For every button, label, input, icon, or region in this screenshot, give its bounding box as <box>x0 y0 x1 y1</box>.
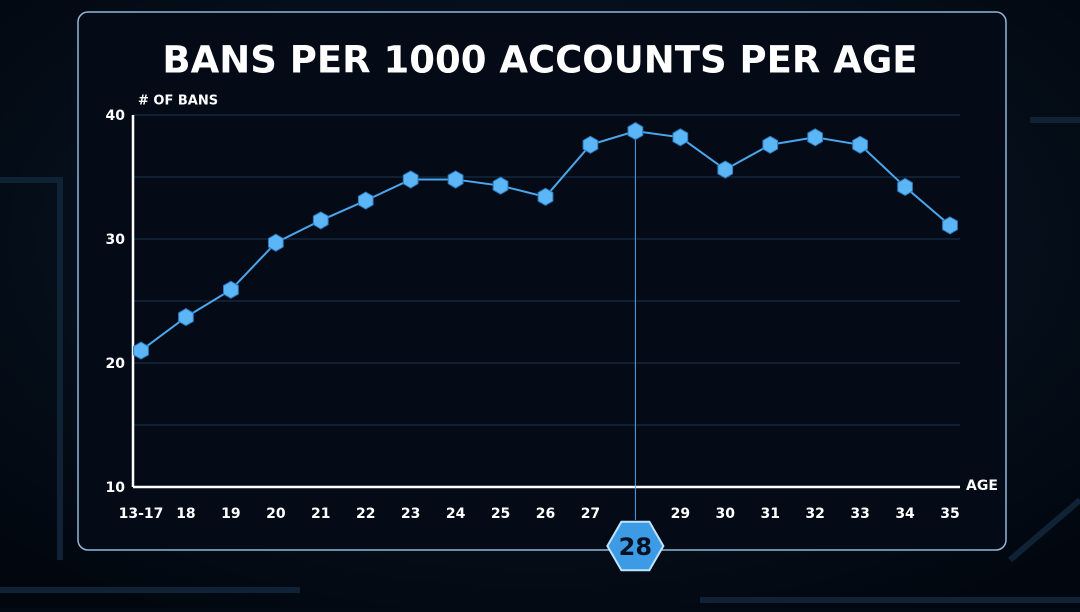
data-point <box>402 170 419 189</box>
data-point <box>672 128 689 147</box>
data-point <box>537 187 554 206</box>
x-tick-label: 34 <box>895 506 915 522</box>
x-tick-label: 13-17 <box>119 506 164 522</box>
data-point <box>312 211 329 230</box>
y-tick-label: 20 <box>106 356 126 372</box>
data-point <box>447 170 464 189</box>
data-point <box>223 280 239 299</box>
x-tick-label: 21 <box>311 506 330 522</box>
x-tick-label: 35 <box>940 506 959 522</box>
x-tick-label: 24 <box>446 506 466 522</box>
x-axis-label: AGE <box>966 478 998 494</box>
data-point <box>268 233 284 252</box>
x-tick-label: 19 <box>221 506 240 522</box>
x-tick-label: 22 <box>356 506 375 522</box>
x-tick-label: 33 <box>850 506 869 522</box>
x-tick-label: 32 <box>805 506 824 522</box>
data-point <box>582 135 599 154</box>
data-point <box>852 135 868 154</box>
y-tick-label: 30 <box>106 232 126 248</box>
data-point <box>627 122 644 141</box>
x-tick-label: 18 <box>176 506 195 522</box>
data-point <box>897 177 913 196</box>
x-tick-label: 26 <box>536 506 555 522</box>
decor <box>0 117 1080 603</box>
x-tick-label: 25 <box>491 506 510 522</box>
data-point <box>357 191 374 210</box>
x-tick-label: 29 <box>671 506 690 522</box>
data-point <box>807 128 823 147</box>
x-tick-label: 30 <box>716 506 736 522</box>
x-tick-label: 31 <box>760 506 779 522</box>
highlight-badge <box>606 520 665 572</box>
chart-title: BANS PER 1000 ACCOUNTS PER AGE <box>162 39 917 82</box>
data-point <box>492 176 509 195</box>
data-point <box>942 216 958 235</box>
data-point <box>178 308 194 327</box>
data-point <box>762 135 779 154</box>
x-tick-label: 28 <box>619 533 652 561</box>
data-point <box>133 341 149 360</box>
data-point <box>717 160 734 179</box>
y-tick-label: 40 <box>106 108 126 124</box>
y-tick-label: 10 <box>106 480 126 496</box>
y-axis-label: # OF BANS <box>138 94 218 109</box>
x-tick-label: 23 <box>401 506 420 522</box>
x-tick-label: 27 <box>581 506 600 522</box>
x-tick-label: 20 <box>266 506 286 522</box>
